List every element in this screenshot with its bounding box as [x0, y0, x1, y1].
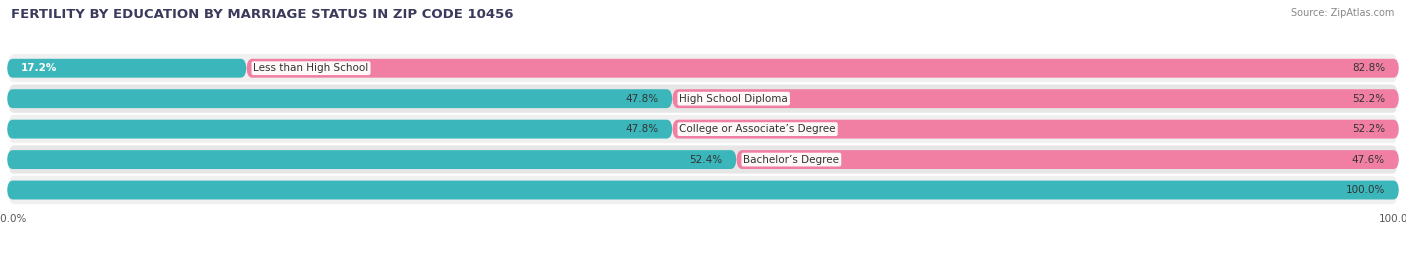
Text: 47.8%: 47.8%: [626, 94, 658, 104]
Text: 47.8%: 47.8%: [626, 124, 658, 134]
Text: 100.0%: 100.0%: [1346, 185, 1385, 195]
FancyBboxPatch shape: [7, 114, 1399, 144]
FancyBboxPatch shape: [7, 53, 1399, 83]
FancyBboxPatch shape: [7, 83, 1399, 114]
FancyBboxPatch shape: [246, 59, 1399, 78]
Text: 52.2%: 52.2%: [1353, 94, 1385, 104]
Text: 52.4%: 52.4%: [689, 155, 723, 165]
FancyBboxPatch shape: [737, 150, 1399, 169]
FancyBboxPatch shape: [7, 150, 737, 169]
Text: Bachelor’s Degree: Bachelor’s Degree: [744, 155, 839, 165]
FancyBboxPatch shape: [7, 144, 1399, 175]
FancyBboxPatch shape: [7, 120, 672, 139]
FancyBboxPatch shape: [7, 175, 1399, 205]
Text: FERTILITY BY EDUCATION BY MARRIAGE STATUS IN ZIP CODE 10456: FERTILITY BY EDUCATION BY MARRIAGE STATU…: [11, 8, 513, 21]
Text: College or Associate’s Degree: College or Associate’s Degree: [679, 124, 835, 134]
Text: 52.2%: 52.2%: [1353, 124, 1385, 134]
FancyBboxPatch shape: [7, 89, 672, 108]
Text: 47.6%: 47.6%: [1353, 155, 1385, 165]
FancyBboxPatch shape: [672, 89, 1399, 108]
FancyBboxPatch shape: [7, 180, 1399, 200]
Text: High School Diploma: High School Diploma: [679, 94, 789, 104]
FancyBboxPatch shape: [672, 120, 1399, 139]
Text: Less than High School: Less than High School: [253, 63, 368, 73]
Text: 17.2%: 17.2%: [21, 63, 58, 73]
FancyBboxPatch shape: [7, 59, 246, 78]
Text: 82.8%: 82.8%: [1353, 63, 1385, 73]
Text: Source: ZipAtlas.com: Source: ZipAtlas.com: [1291, 8, 1395, 18]
